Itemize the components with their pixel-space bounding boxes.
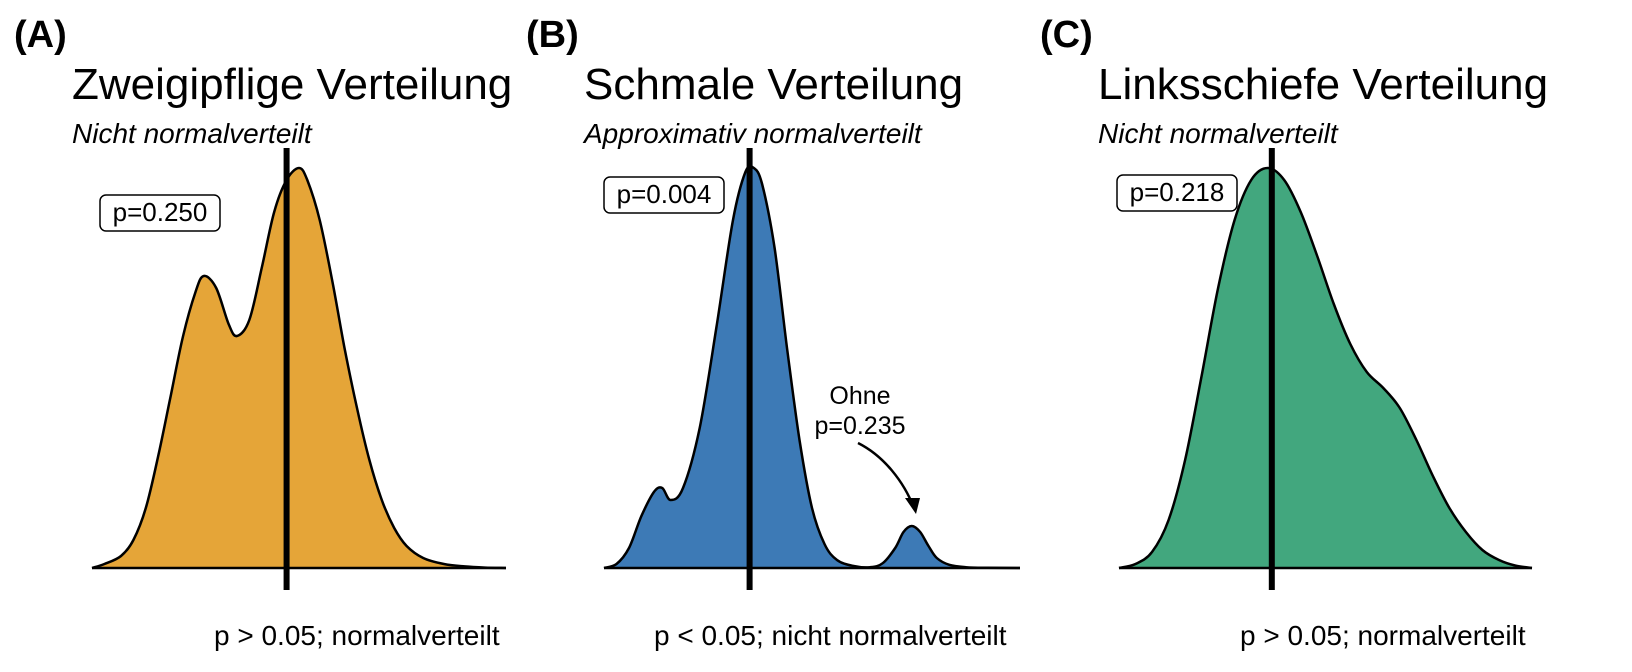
p-value-label: p=0.250 (113, 197, 208, 227)
density-plot: p=0.250 (91, 148, 507, 590)
x-axis-label: p < 0.05; nicht normalverteilt (654, 620, 1007, 651)
p-value-box-frame (1116, 174, 1238, 212)
p-value-box-frame (99, 194, 221, 232)
panel-title: Schmale Verteilung (584, 60, 964, 109)
panel-title: Zweigipflige Verteilung (72, 60, 513, 109)
panel-label: (B) (526, 14, 579, 56)
density-area (603, 164, 1021, 570)
p-value-label: p=0.004 (617, 179, 712, 209)
panel-label: (C) (1040, 14, 1093, 56)
annotation-line-2: p=0.235 (814, 412, 905, 440)
p-value-box: p=0.004 (603, 176, 725, 214)
p-value-box: p=0.250 (99, 194, 221, 232)
panel-subtitle: Nicht normalverteilt (72, 118, 312, 149)
panel-b: (B) Schmale Verteilung Approximativ norm… (512, 0, 1056, 672)
p-value-box-frame (603, 176, 725, 214)
x-axis-label: p > 0.05; normalverteilt (214, 620, 500, 651)
panel-subtitle: Approximativ normalverteilt (584, 118, 922, 149)
density-area (1118, 166, 1533, 570)
panel-subtitle: Nicht normalverteilt (1098, 118, 1338, 149)
panel-a: (A) Zweigipflige Verteilung Nicht normal… (0, 0, 544, 672)
density-plot: p=0.218 (1116, 148, 1533, 590)
panel-c: (C) Linksschiefe Verteilung Nicht normal… (1026, 0, 1570, 672)
annotation-line-1: Ohne (829, 382, 890, 410)
density-plot: p=0.004 Ohne p=0.235 (603, 148, 1021, 590)
density-area (91, 166, 507, 570)
p-value-box: p=0.218 (1116, 174, 1238, 212)
panel-label: (A) (14, 14, 67, 56)
x-axis-label: p > 0.05; normalverteilt (1240, 620, 1526, 651)
annotation-arrowhead (905, 498, 920, 514)
panel-title: Linksschiefe Verteilung (1098, 60, 1549, 109)
p-value-label: p=0.218 (1130, 177, 1225, 207)
